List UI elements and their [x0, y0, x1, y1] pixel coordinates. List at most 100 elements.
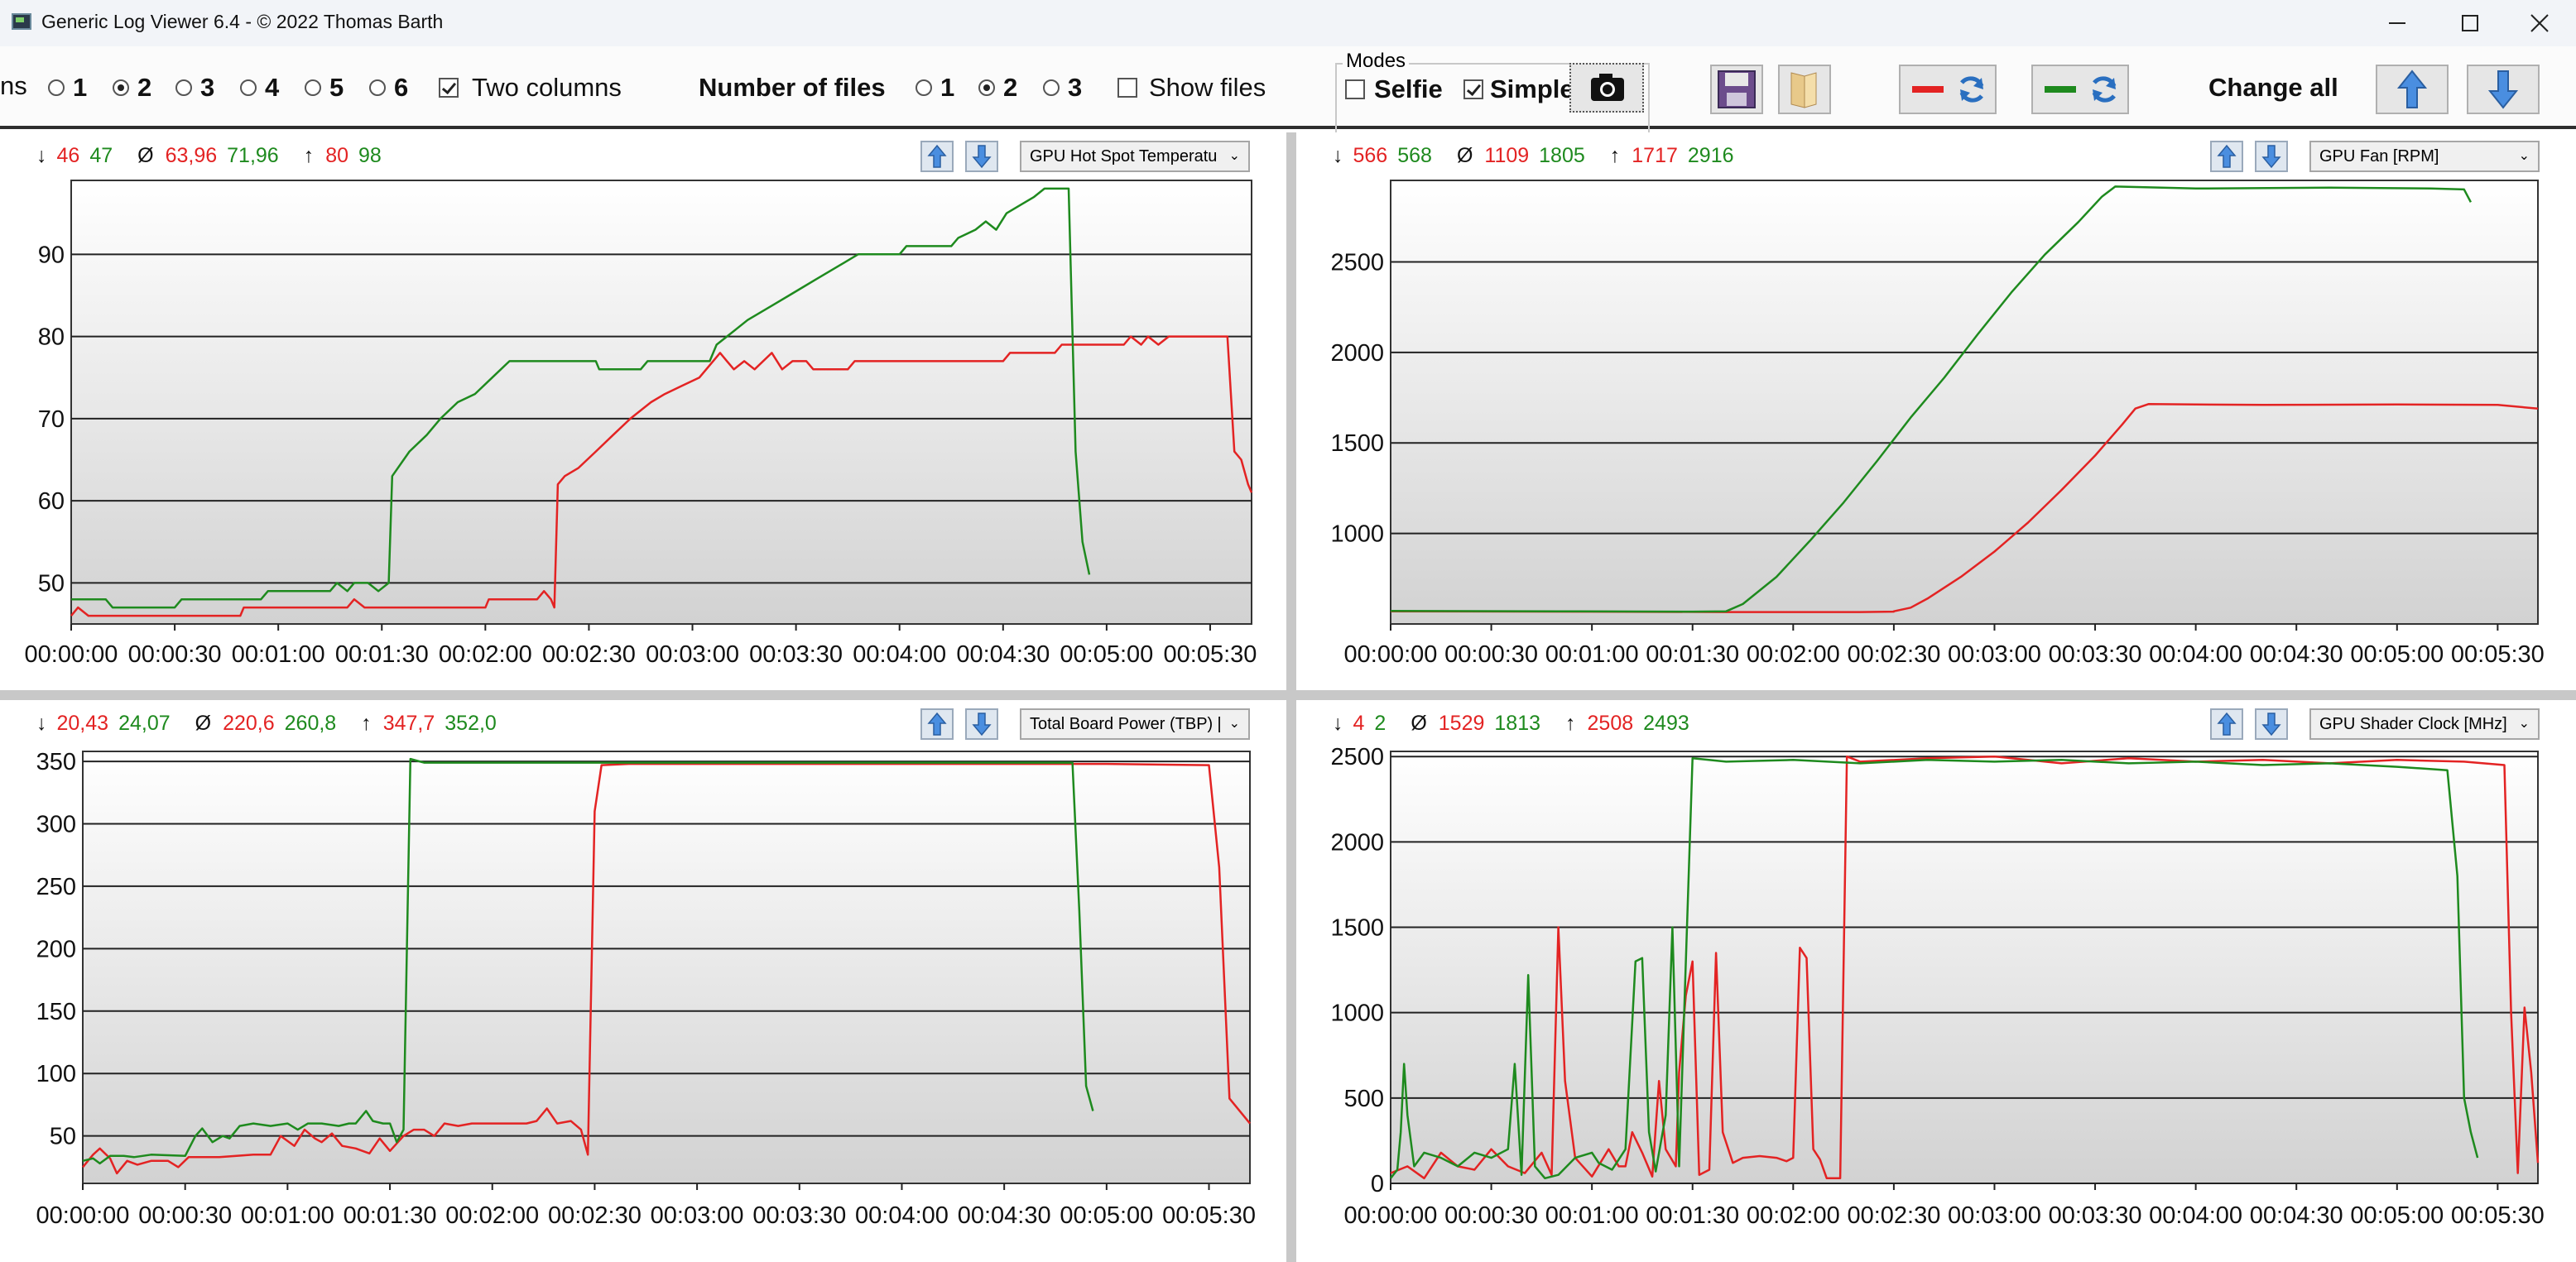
x-tick-label: 00:04:00 — [855, 1202, 949, 1229]
x-tick-label: 00:03:30 — [2049, 641, 2142, 668]
y-tick-label: 350 — [36, 749, 76, 775]
files-radio-3[interactable] — [1043, 79, 1060, 96]
sensor-select-value: GPU Hot Spot Temperatu — [1030, 147, 1218, 166]
close-button[interactable] — [2503, 0, 2576, 46]
two-columns-checkbox[interactable] — [439, 78, 459, 98]
x-tick-label: 00:03:30 — [752, 1202, 846, 1229]
avg-value-red: 63,96 — [165, 144, 218, 167]
files-radio-label-1: 1 — [940, 73, 955, 102]
move-up-all-button[interactable] — [2376, 65, 2449, 114]
show-files-checkbox[interactable] — [1117, 78, 1137, 98]
y-tick-label: 200 — [36, 936, 76, 962]
min-value-green: 2 — [1374, 712, 1387, 735]
x-tick-label: 00:01:00 — [232, 641, 325, 668]
column-radio-label-6: 6 — [394, 73, 409, 102]
move-down-button[interactable] — [965, 708, 998, 740]
green-swap-button[interactable] — [2031, 65, 2129, 114]
min-symbol: ↓ — [36, 144, 47, 167]
move-down-button[interactable] — [965, 141, 998, 172]
sensor-select[interactable]: Total Board Power (TBP) [\ ⌄ — [1020, 708, 1250, 740]
avg-symbol: Ø — [1456, 144, 1473, 167]
files-radio-2[interactable] — [978, 79, 995, 96]
down-arrow-icon — [2261, 145, 2281, 169]
move-down-button[interactable] — [2255, 141, 2288, 172]
move-down-all-button[interactable] — [2467, 65, 2540, 114]
red-swap-button[interactable] — [1899, 65, 1997, 114]
y-tick-label: 2500 — [1330, 249, 1384, 276]
move-up-button[interactable] — [920, 708, 954, 740]
open-button[interactable] — [1778, 65, 1831, 114]
down-arrow-icon — [2487, 70, 2519, 109]
green-swap-icon — [2045, 76, 2117, 103]
up-arrow-icon — [2217, 712, 2237, 736]
x-tick-label: 00:05:30 — [1162, 1202, 1256, 1229]
move-up-button[interactable] — [920, 141, 954, 172]
column-radio-label-1: 1 — [73, 73, 88, 102]
two-columns-label: Two columns — [472, 73, 622, 102]
avg-value-green: 1805 — [1539, 144, 1585, 167]
min-symbol: ↓ — [1333, 144, 1343, 167]
y-tick-label: 2000 — [1330, 340, 1384, 367]
sensor-select[interactable]: GPU Fan [RPM] ⌄ — [2309, 141, 2540, 172]
move-up-button[interactable] — [2210, 141, 2243, 172]
column-radio-4[interactable] — [240, 79, 257, 96]
x-tick-label: 00:03:00 — [1948, 1202, 2041, 1229]
x-tick-label: 00:00:00 — [36, 1202, 130, 1229]
x-tick-label: 00:05:00 — [1060, 1202, 1153, 1229]
sensor-select[interactable]: GPU Shader Clock [MHz] ⌄ — [2309, 708, 2540, 740]
x-tick-label: 00:01:00 — [1545, 1202, 1639, 1229]
series-line-red — [82, 762, 1251, 1175]
max-value-green: 352,0 — [445, 712, 497, 735]
x-tick-label: 00:05:00 — [1060, 641, 1153, 668]
stats-row: ↓ 20,43 24,07 Ø 220,6 260,8 ↑ 347,7 352,0 — [36, 712, 497, 736]
minimize-button[interactable] — [2361, 0, 2434, 46]
x-tick-label: 00:05:00 — [2350, 1202, 2444, 1229]
column-radio-3[interactable] — [175, 79, 192, 96]
column-radio-1[interactable] — [48, 79, 65, 96]
min-value-green: 568 — [1397, 144, 1432, 167]
x-tick-label: 00:01:00 — [241, 1202, 334, 1229]
y-tick-label: 50 — [50, 1124, 76, 1150]
series-line-red — [70, 335, 1253, 617]
move-up-button[interactable] — [2210, 708, 2243, 740]
avg-symbol: Ø — [1411, 712, 1427, 735]
series-line-green — [1390, 185, 2473, 613]
minimize-icon — [2389, 22, 2405, 24]
max-symbol: ↑ — [1609, 144, 1621, 167]
series-line-red — [1390, 402, 2539, 613]
row-divider — [0, 690, 2576, 700]
max-value-green: 2916 — [1687, 144, 1734, 167]
max-value-red: 347,7 — [382, 712, 435, 735]
selfie-checkbox[interactable] — [1345, 79, 1365, 99]
column-radio-5[interactable] — [305, 79, 321, 96]
column-radio-label-4: 4 — [265, 73, 280, 102]
sensor-select[interactable]: GPU Hot Spot Temperatu ⌄ — [1020, 141, 1250, 172]
min-value-red: 20,43 — [56, 712, 109, 735]
column-radio-2[interactable] — [113, 79, 129, 96]
y-tick-label: 150 — [36, 999, 76, 1025]
max-symbol: ↑ — [303, 144, 315, 167]
sensor-select-value: GPU Fan [RPM] — [2319, 147, 2439, 166]
avg-value-red: 1529 — [1438, 712, 1485, 735]
column-radio-6[interactable] — [369, 79, 386, 96]
chart-panel-3: 50 100 150 200 250 300 350 00:00:00 00:00:30 00:0… — [0, 700, 1286, 1262]
selfie-label: Selfie — [1374, 74, 1443, 103]
x-tick-label: 00:02:00 — [1747, 1202, 1840, 1229]
chevron-down-icon: ⌄ — [2518, 149, 2530, 163]
x-tick-label: 00:02:30 — [548, 1202, 642, 1229]
files-radio-label-3: 3 — [1068, 73, 1083, 102]
x-tick-label: 00:05:30 — [1164, 641, 1257, 668]
simple-checkbox[interactable] — [1463, 79, 1483, 99]
sensor-select-value: Total Board Power (TBP) [\ — [1030, 715, 1220, 733]
move-down-button[interactable] — [2255, 708, 2288, 740]
x-tick-label: 00:04:00 — [2149, 641, 2242, 668]
files-radio-1[interactable] — [916, 79, 932, 96]
avg-value-red: 1109 — [1484, 144, 1530, 167]
maximize-button[interactable] — [2434, 0, 2506, 46]
close-icon — [2530, 14, 2549, 32]
min-value-green: 47 — [89, 144, 113, 167]
save-button[interactable] — [1710, 65, 1763, 114]
avg-symbol: Ø — [195, 712, 212, 735]
screenshot-button[interactable] — [1569, 63, 1644, 113]
line-chart: 50 100 150 200 250 300 350 00:00:00 00:00:30 00:0… — [36, 749, 1256, 1229]
